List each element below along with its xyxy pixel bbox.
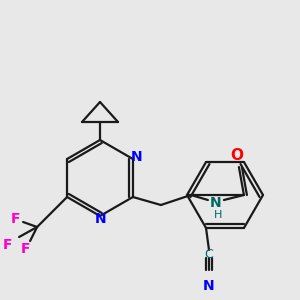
Text: F: F [2, 238, 12, 252]
Text: N: N [210, 196, 222, 210]
Text: N: N [203, 279, 215, 293]
Text: N: N [131, 150, 143, 164]
Text: H: H [214, 210, 222, 220]
Text: C: C [205, 248, 213, 261]
Text: F: F [20, 242, 30, 256]
Text: N: N [95, 212, 107, 226]
Text: O: O [230, 148, 243, 163]
Text: F: F [10, 212, 20, 226]
